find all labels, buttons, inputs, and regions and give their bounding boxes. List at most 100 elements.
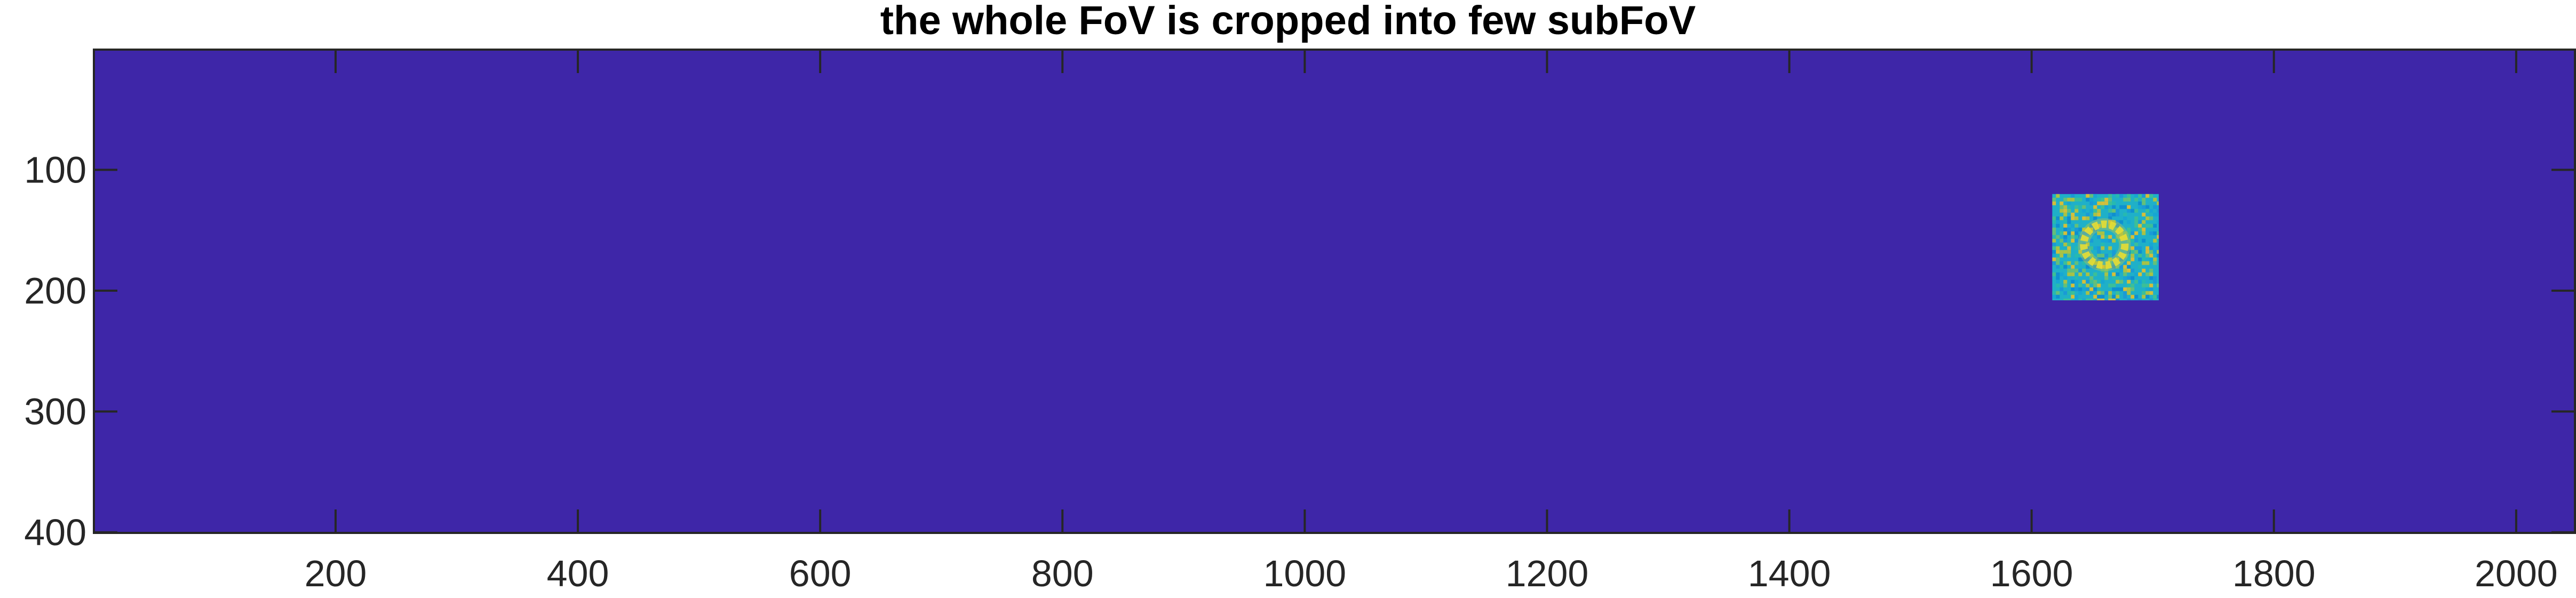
subfov-pixel <box>2067 231 2071 235</box>
subfov-pixel <box>2149 283 2153 288</box>
x-tick-label: 1000 <box>1263 553 1347 594</box>
subfov-pixel <box>2123 268 2127 273</box>
subfov-pixel <box>2130 257 2135 261</box>
subfov-pixel <box>2134 216 2138 220</box>
subfov-pixel <box>2071 287 2075 291</box>
subfov-pixel <box>2067 242 2071 246</box>
subfov-pixel <box>2101 205 2105 209</box>
subfov-pixel <box>2116 253 2120 258</box>
subfov-pixel <box>2142 291 2146 295</box>
subfov-pixel <box>2052 272 2056 276</box>
subfov-pixel <box>2056 272 2060 276</box>
subfov-pixel <box>2097 197 2101 202</box>
image-background <box>94 50 2575 533</box>
subfov-pixel <box>2093 246 2097 250</box>
subfov-pixel <box>2157 246 2159 250</box>
subfov-pixel <box>2056 257 2060 261</box>
y-axis-ticks: 100 200 300 400 <box>24 149 2575 553</box>
subfov-pixel <box>2067 253 2071 258</box>
x-tick-label: 1400 <box>1748 553 1831 594</box>
subfov-pixel <box>2149 250 2153 254</box>
subfov-pixel <box>2074 197 2079 202</box>
subfov-pixel <box>2097 253 2101 258</box>
x-tick-label: 1800 <box>2232 553 2316 594</box>
subfov-pixel <box>2067 197 2071 202</box>
y-tick-label: 300 <box>24 390 86 432</box>
subfov-pixel <box>2086 283 2090 288</box>
subfov-pixel <box>2116 220 2120 224</box>
subfov-pixel <box>2052 197 2056 202</box>
subfov-pixel <box>2149 246 2153 250</box>
subfov-pixel <box>2093 209 2097 213</box>
subfov-pixel <box>2093 205 2097 209</box>
subfov-pixel <box>2142 227 2146 232</box>
subfov-pixel <box>2078 283 2082 288</box>
subfov-pixel <box>2108 257 2112 261</box>
subfov-pixel <box>2149 268 2153 273</box>
subfov-pixel <box>2112 261 2116 265</box>
subfov-pixel <box>2089 238 2094 243</box>
subfov-pixel <box>2071 280 2075 284</box>
subfov-pixel <box>2101 201 2105 205</box>
subfov-pixel <box>2078 291 2082 295</box>
subfov-pixel <box>2142 212 2146 217</box>
subfov-pixel <box>2104 291 2109 295</box>
subfov-pixel <box>2119 220 2124 224</box>
subfov-pixel <box>2056 280 2060 284</box>
subfov-pixel <box>2134 197 2138 202</box>
subfov-pixel <box>2108 209 2112 213</box>
subfov-pixel <box>2082 209 2086 213</box>
subfov-pixel <box>2056 253 2060 258</box>
subfov-pixel <box>2138 227 2142 232</box>
subfov-pixel <box>2074 209 2079 213</box>
subfov-pixel <box>2112 253 2116 258</box>
subfov-pixel <box>2142 220 2146 224</box>
subfov-pixel <box>2108 283 2112 288</box>
subfov-pixel <box>2067 216 2071 220</box>
subfov-pixel <box>2145 205 2150 209</box>
subfov-pixel <box>2082 216 2086 220</box>
subfov-pixel <box>2086 287 2090 291</box>
subfov-pixel <box>2063 238 2068 243</box>
subfov-pixel <box>2056 291 2060 295</box>
subfov-pixel <box>2112 227 2116 232</box>
subfov-pixel <box>2074 231 2079 235</box>
subfov-pixel <box>2074 238 2079 243</box>
subfov-pixel <box>2112 209 2116 213</box>
subfov-pixel <box>2119 224 2124 228</box>
subfov-pixel <box>2138 265 2142 269</box>
subfov-pixel <box>2063 291 2068 295</box>
subfov-pixel <box>2089 227 2094 232</box>
subfov-pixel <box>2074 216 2079 220</box>
subfov-pixel <box>2130 283 2135 288</box>
subfov-pixel <box>2101 231 2105 235</box>
subfov-pixel <box>2153 205 2157 209</box>
subfov-pixel <box>2056 235 2060 239</box>
subfov-pixel <box>2112 287 2116 291</box>
subfov-pixel <box>2063 253 2068 258</box>
subfov-pixel <box>2093 201 2097 205</box>
subfov-pixel <box>2127 209 2131 213</box>
subfov-pixel <box>2104 276 2109 280</box>
subfov-pixel <box>2119 287 2124 291</box>
subfov-pixel <box>2116 194 2120 198</box>
subfov-pixel <box>2078 250 2082 254</box>
subfov-pixel <box>2157 250 2159 254</box>
subfov-pixel <box>2142 294 2146 299</box>
x-axis-ticks: 200 400 600 800 1000 1200 1400 1600 1800 2000 <box>305 50 2558 594</box>
subfov-pixel <box>2127 283 2131 288</box>
subfov-pixel <box>2134 250 2138 254</box>
subfov-pixel <box>2052 261 2056 265</box>
subfov-pixel <box>2067 298 2071 300</box>
subfov-pixel <box>2153 257 2157 261</box>
subfov-pixel <box>2130 238 2135 243</box>
subfov-pixel <box>2056 250 2060 254</box>
subfov-pixel <box>2089 280 2094 284</box>
subfov-pixel <box>2138 257 2142 261</box>
subfov-pixel <box>2060 272 2064 276</box>
subfov-pixel <box>2153 197 2157 202</box>
subfov-pixel <box>2056 216 2060 220</box>
subfov-pixel <box>2101 235 2105 239</box>
subfov-pixel <box>2078 253 2082 258</box>
subfov-pixel <box>2123 261 2127 265</box>
